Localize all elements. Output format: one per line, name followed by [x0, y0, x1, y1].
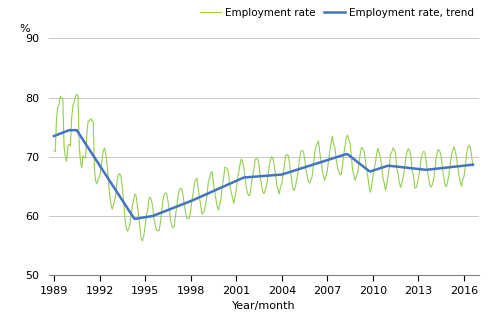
- Employment rate: [74, 92, 80, 96]
- Text: %: %: [19, 24, 30, 34]
- Employment rate: [51, 149, 57, 153]
- Employment rate, trend: [326, 158, 331, 162]
- Employment rate, trend: [132, 217, 138, 221]
- Employment rate: [215, 208, 221, 212]
- Employment rate: [391, 148, 397, 152]
- Employment rate: [397, 181, 403, 185]
- X-axis label: Year/month: Year/month: [233, 301, 296, 311]
- Line: Employment rate, trend: Employment rate, trend: [54, 130, 473, 219]
- Line: Employment rate: Employment rate: [54, 94, 473, 241]
- Employment rate, trend: [470, 163, 476, 167]
- Employment rate: [326, 158, 331, 162]
- Employment rate, trend: [429, 167, 435, 171]
- Employment rate, trend: [51, 134, 57, 138]
- Employment rate, trend: [397, 165, 403, 169]
- Employment rate: [140, 239, 146, 243]
- Employment rate: [437, 150, 443, 154]
- Employment rate: [470, 164, 476, 168]
- Employment rate, trend: [437, 166, 443, 170]
- Employment rate, trend: [391, 164, 397, 168]
- Employment rate, trend: [66, 128, 72, 132]
- Legend: Employment rate, Employment rate, trend: Employment rate, Employment rate, trend: [200, 8, 474, 18]
- Employment rate: [429, 183, 435, 187]
- Employment rate, trend: [215, 187, 221, 191]
